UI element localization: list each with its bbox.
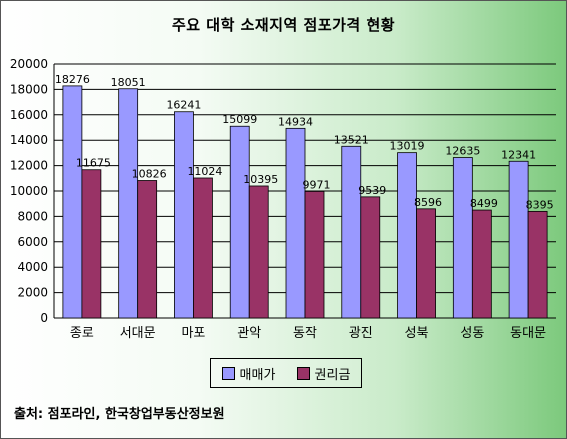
y-tick-label: 14000 xyxy=(10,133,48,147)
y-tick-label: 12000 xyxy=(10,159,48,173)
bar-sale xyxy=(397,152,417,319)
chart-title: 주요 대학 소재지역 점포가격 현황 xyxy=(171,16,396,34)
y-tick-label: 8000 xyxy=(17,209,48,223)
x-tick-label: 성북 xyxy=(405,326,429,341)
data-label: 14934 xyxy=(278,115,313,128)
data-label: 10826 xyxy=(132,168,167,181)
data-label: 10395 xyxy=(243,173,278,186)
bar-premium xyxy=(360,196,381,319)
data-label: 13521 xyxy=(334,133,369,146)
x-tick-label: 광진 xyxy=(349,326,373,341)
legend-label-premium: 권리금 xyxy=(314,367,351,383)
bar-premium xyxy=(304,190,325,319)
source-note: 출처: 점포라인, 한국창업부동산정보원 xyxy=(14,407,225,422)
y-tick-label: 2000 xyxy=(17,286,48,300)
legend-item-sale: 매매가 xyxy=(221,364,276,383)
data-label: 8596 xyxy=(414,196,442,209)
data-label: 8499 xyxy=(470,197,498,210)
bar-sale xyxy=(118,88,139,319)
x-tick-label: 종로 xyxy=(70,326,94,341)
y-tick-label: 4000 xyxy=(17,260,48,274)
x-tick-label: 동작 xyxy=(293,326,317,341)
bar-premium xyxy=(471,209,492,319)
bar-sale xyxy=(62,85,83,319)
data-label: 18051 xyxy=(111,76,146,89)
y-tick-label: 10000 xyxy=(10,184,48,198)
legend-swatch-premium xyxy=(296,366,310,380)
bar-premium xyxy=(416,208,436,319)
data-label: 12341 xyxy=(501,148,536,161)
x-tick-label: 동대문 xyxy=(510,326,546,341)
bar-sale xyxy=(452,157,473,319)
x-tick-label: 마포 xyxy=(181,326,205,341)
legend-label-sale: 매매가 xyxy=(239,367,276,383)
x-tick-label: 성동 xyxy=(460,326,484,341)
data-label: 8395 xyxy=(526,198,554,211)
y-tick-label: 16000 xyxy=(10,108,48,122)
data-label: 16241 xyxy=(166,99,201,112)
bar-sale xyxy=(285,127,306,319)
x-tick-label: 관악 xyxy=(237,326,261,341)
bar-sale xyxy=(229,125,250,319)
bar-sale xyxy=(508,160,529,319)
bar-premium xyxy=(527,210,548,319)
y-tick-label: 18000 xyxy=(10,82,48,96)
x-tick-label: 서대문 xyxy=(120,326,156,341)
bar-premium xyxy=(81,169,102,319)
legend-swatch-sale xyxy=(221,366,235,380)
bar-sale xyxy=(341,145,362,319)
legend-item-premium: 권리금 xyxy=(296,364,351,383)
y-tick-label: 0 xyxy=(40,311,48,325)
data-label: 9971 xyxy=(303,178,331,191)
data-label: 13019 xyxy=(390,140,425,153)
data-label: 11675 xyxy=(76,157,111,170)
y-tick-label: 20000 xyxy=(10,57,48,71)
data-label: 12635 xyxy=(445,145,480,158)
bar-premium xyxy=(193,177,213,319)
y-tick-label: 6000 xyxy=(17,235,48,249)
data-label: 15099 xyxy=(222,113,257,126)
bar-premium xyxy=(248,185,269,319)
data-label: 11024 xyxy=(187,165,222,178)
bar-premium xyxy=(137,180,158,319)
bar-sale xyxy=(174,111,194,319)
data-label: 18276 xyxy=(55,73,90,86)
data-label: 9539 xyxy=(358,184,386,197)
legend: 매매가 권리금 xyxy=(210,358,362,388)
